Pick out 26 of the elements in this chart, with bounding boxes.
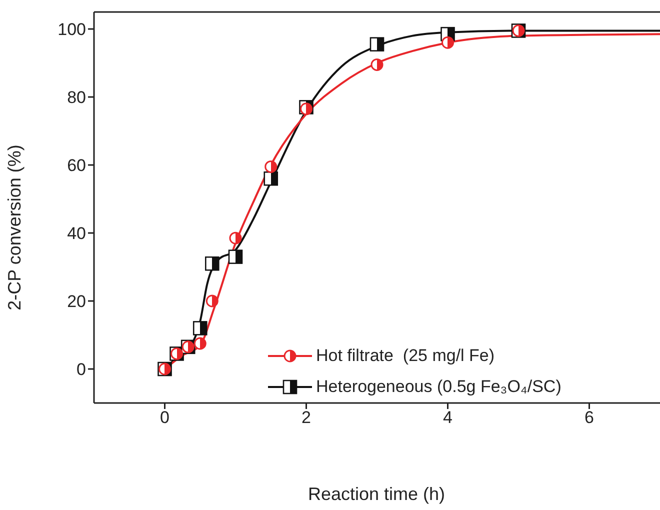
x-tick-label: 4 (443, 408, 452, 428)
x-tick-label: 2 (302, 408, 311, 428)
point (194, 337, 206, 350)
x-axis-title: Reaction time (h) (306, 484, 446, 505)
point (264, 160, 278, 173)
point (370, 37, 384, 52)
y-tick-label: 0 (76, 360, 86, 380)
point (264, 171, 278, 186)
point (442, 36, 454, 49)
x-tick-label: 6 (584, 408, 594, 428)
x-tick-label: 0 (160, 408, 170, 428)
legend-label: Hot filtrate (25 mg/l Fe) (316, 346, 495, 366)
point (206, 294, 218, 308)
y-tick-label: 100 (58, 20, 86, 40)
point (300, 102, 312, 116)
y-tick-label: 20 (67, 292, 86, 312)
point (229, 232, 242, 244)
y-tick-label: 60 (67, 156, 86, 176)
point (228, 250, 243, 264)
y-tick-label: 40 (67, 224, 86, 244)
legend-label: Heterogeneous (0.5g Fe₃O₄/SC) (316, 376, 562, 396)
point (370, 58, 384, 71)
point (205, 256, 220, 271)
y-axis-title: 2-CP conversion (%) (4, 144, 26, 310)
point (192, 321, 208, 336)
y-tick-label: 80 (67, 88, 86, 108)
